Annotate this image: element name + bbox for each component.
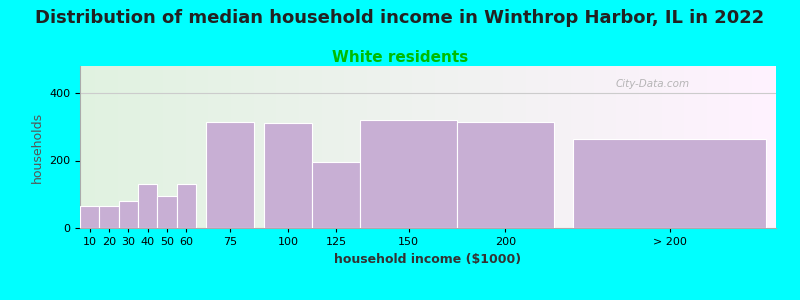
Bar [138, 184, 158, 228]
Bar [457, 122, 554, 228]
Text: Distribution of median household income in Winthrop Harbor, IL in 2022: Distribution of median household income … [35, 9, 765, 27]
Bar [80, 206, 99, 228]
Bar [206, 122, 254, 228]
X-axis label: household income ($1000): household income ($1000) [334, 253, 522, 266]
Bar [177, 184, 196, 228]
Text: White residents: White residents [332, 50, 468, 64]
Y-axis label: households: households [30, 111, 43, 183]
Bar [158, 196, 177, 228]
Text: City-Data.com: City-Data.com [616, 79, 690, 89]
Bar [360, 120, 457, 228]
Bar [264, 123, 312, 228]
Bar [118, 201, 138, 228]
Bar [573, 139, 766, 228]
Bar [99, 206, 118, 228]
Bar [312, 162, 360, 228]
